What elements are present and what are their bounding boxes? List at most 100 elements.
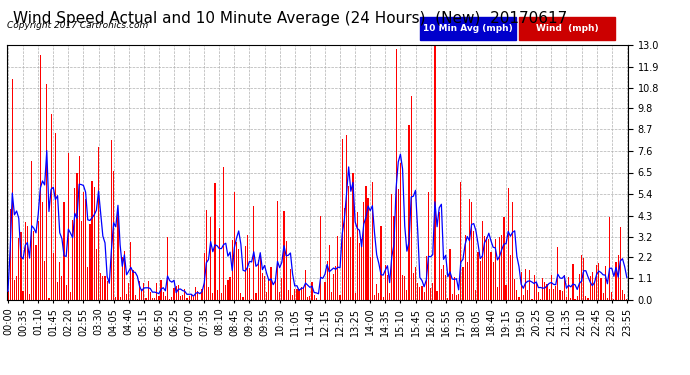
Bar (538, 292, 539, 300)
Bar (55, 133, 56, 300)
Bar (324, 282, 326, 300)
Bar (432, 283, 433, 300)
Bar (286, 241, 287, 300)
Bar (63, 202, 65, 300)
Bar (480, 261, 481, 300)
Bar (35, 245, 37, 300)
Bar (117, 214, 119, 300)
Bar (316, 298, 317, 300)
Bar (126, 294, 127, 300)
Bar (66, 285, 67, 300)
Bar (535, 284, 537, 300)
Bar (33, 231, 34, 300)
Bar (372, 182, 373, 300)
Bar (546, 284, 548, 300)
Bar (326, 261, 328, 300)
Bar (406, 291, 408, 300)
Bar (50, 114, 52, 300)
Text: Wind Speed Actual and 10 Minute Average (24 Hours)  (New)  20170617: Wind Speed Actual and 10 Minute Average … (12, 11, 567, 26)
Bar (217, 290, 218, 300)
Bar (501, 236, 502, 300)
Bar (596, 265, 598, 300)
Bar (607, 298, 608, 300)
Bar (499, 237, 500, 300)
Bar (96, 249, 97, 300)
Bar (20, 231, 21, 300)
Bar (251, 299, 253, 300)
Bar (175, 286, 177, 300)
Bar (449, 249, 451, 300)
Bar (165, 296, 166, 300)
Bar (262, 273, 263, 300)
Bar (417, 283, 418, 300)
Bar (70, 292, 71, 300)
Bar (395, 49, 397, 300)
Bar (523, 294, 524, 300)
Bar (72, 220, 73, 300)
Bar (87, 267, 88, 300)
Bar (232, 240, 233, 300)
Bar (514, 279, 515, 300)
Bar (430, 288, 431, 300)
Bar (221, 293, 222, 300)
Bar (154, 298, 155, 300)
Bar (37, 221, 39, 300)
Bar (208, 286, 209, 300)
Bar (445, 275, 446, 300)
Bar (602, 292, 604, 300)
Bar (249, 268, 250, 300)
Bar (611, 292, 612, 300)
Bar (311, 282, 313, 300)
Bar (516, 290, 518, 300)
Bar (339, 295, 341, 300)
Bar (387, 275, 388, 300)
Bar (137, 299, 138, 300)
Bar (458, 294, 460, 300)
Bar (16, 276, 17, 300)
Bar (581, 255, 582, 300)
Bar (313, 295, 315, 300)
Bar (277, 201, 278, 300)
Bar (527, 290, 529, 300)
Bar (475, 290, 477, 300)
Bar (355, 293, 356, 300)
Bar (201, 289, 203, 300)
Bar (585, 296, 586, 300)
FancyBboxPatch shape (519, 17, 615, 40)
Bar (393, 216, 395, 300)
Bar (294, 289, 295, 300)
Bar (186, 297, 188, 300)
Bar (434, 45, 435, 300)
Bar (83, 192, 84, 300)
Bar (12, 79, 13, 300)
Bar (193, 297, 194, 300)
Bar (402, 275, 403, 300)
Bar (451, 294, 453, 300)
Bar (253, 206, 255, 300)
Bar (31, 161, 32, 300)
Bar (503, 217, 504, 300)
Bar (544, 282, 546, 300)
Bar (102, 276, 103, 300)
Bar (40, 55, 41, 300)
Bar (361, 238, 362, 300)
Bar (163, 292, 164, 300)
Bar (469, 199, 470, 300)
Bar (400, 163, 401, 300)
Bar (443, 266, 444, 300)
Bar (594, 284, 595, 300)
Bar (622, 290, 623, 300)
Bar (510, 255, 511, 300)
Bar (259, 253, 261, 300)
Bar (152, 298, 153, 300)
Bar (441, 269, 442, 300)
Bar (57, 282, 58, 300)
Bar (79, 156, 80, 300)
Bar (270, 267, 272, 300)
Bar (59, 262, 60, 300)
Bar (104, 276, 106, 300)
Bar (275, 278, 276, 300)
Bar (466, 262, 468, 300)
Bar (592, 272, 593, 300)
Bar (520, 272, 522, 300)
